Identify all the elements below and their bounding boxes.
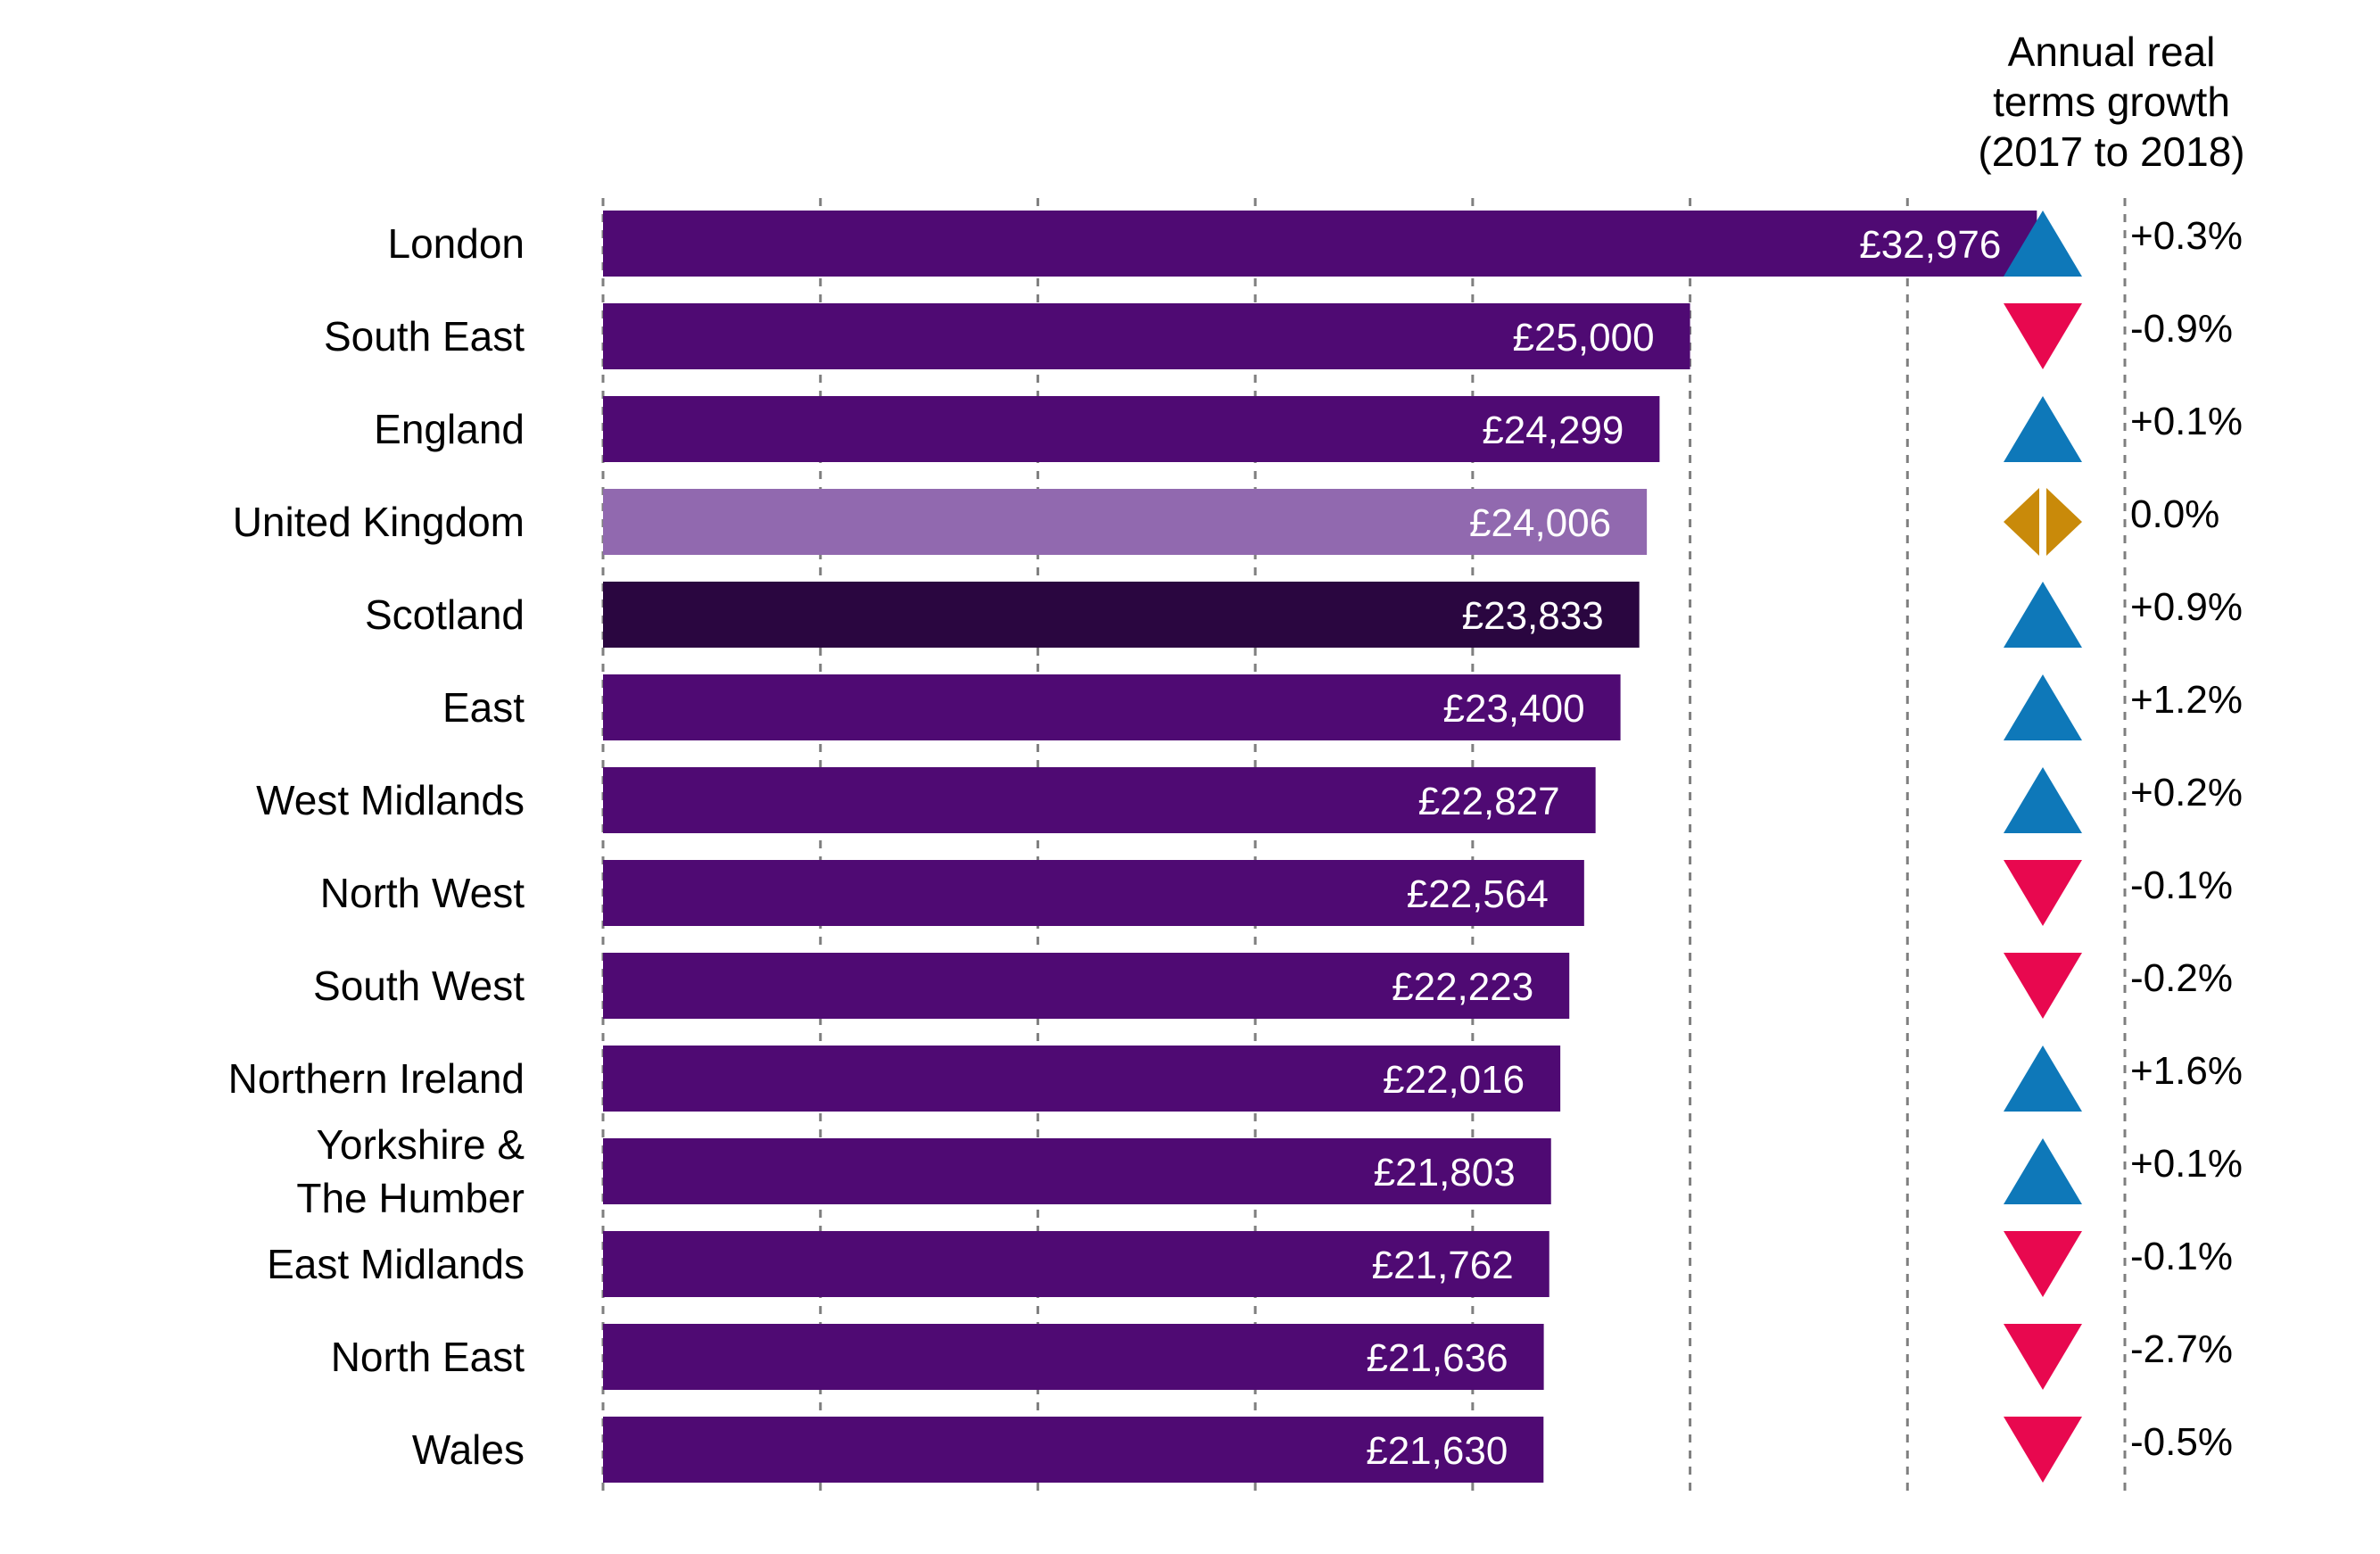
- category-label: Northern Ireland: [228, 1055, 525, 1102]
- category-label: North West: [320, 870, 525, 916]
- bar: [603, 860, 1584, 926]
- bar: [603, 767, 1596, 833]
- growth-label: -0.2%: [2130, 956, 2233, 1000]
- category-label-line: England: [374, 406, 525, 452]
- growth-header-line: terms growth: [1993, 79, 2230, 125]
- category-label-line: Yorkshire &: [316, 1121, 525, 1168]
- growth-label: -0.5%: [2130, 1420, 2233, 1464]
- bar-value-label: £21,636: [1367, 1336, 1508, 1380]
- bar: [603, 953, 1570, 1019]
- bar-value-label: £23,833: [1462, 594, 1604, 638]
- bar-value-label: £22,827: [1418, 780, 1560, 823]
- bar: [603, 582, 1640, 648]
- down-arrow-icon: [2004, 1417, 2082, 1483]
- bar-value-label: £23,400: [1443, 687, 1585, 731]
- category-label-line: North West: [320, 870, 525, 916]
- growth-label: +0.9%: [2130, 585, 2243, 629]
- bar-value-label: £32,976: [1859, 223, 2001, 267]
- category-label: East: [442, 684, 525, 731]
- bar-value-label: £21,762: [1372, 1244, 1514, 1287]
- gridlines: [601, 198, 2127, 1492]
- bar: [603, 489, 1648, 555]
- up-arrow-icon: [2004, 211, 2082, 277]
- category-label-line: The Humber: [296, 1175, 525, 1221]
- bar: [603, 396, 1660, 462]
- right-arrow-icon: [2046, 488, 2082, 556]
- bar: [603, 674, 1621, 740]
- category-label-line: South East: [324, 313, 525, 360]
- up-arrow-icon: [2004, 396, 2082, 462]
- up-arrow-icon: [2004, 1046, 2082, 1112]
- down-arrow-icon: [2004, 1324, 2082, 1390]
- category-label-line: United Kingdom: [233, 499, 525, 545]
- growth-label: +0.2%: [2130, 771, 2243, 814]
- bar-value-label: £21,803: [1374, 1151, 1516, 1194]
- up-arrow-icon: [2004, 767, 2082, 833]
- up-arrow-icon: [2004, 1138, 2082, 1204]
- no-change-icon: [2004, 488, 2082, 556]
- bar-value-label: £22,016: [1383, 1058, 1525, 1102]
- growth-label: 0.0%: [2130, 492, 2219, 536]
- bar-value-label: £24,299: [1482, 409, 1624, 452]
- bar-value-label: £22,223: [1392, 965, 1533, 1009]
- bar-value-label: £25,000: [1513, 316, 1655, 360]
- category-label: Wales: [412, 1426, 525, 1473]
- category-label: South East: [324, 313, 525, 360]
- up-arrow-icon: [2004, 674, 2082, 740]
- bar: [603, 1231, 1549, 1297]
- category-label-line: East Midlands: [267, 1241, 525, 1287]
- category-label-line: Northern Ireland: [228, 1055, 525, 1102]
- bar: [603, 1324, 1544, 1390]
- bar: [603, 1138, 1551, 1204]
- growth-label: -2.7%: [2130, 1327, 2233, 1371]
- growth-label: +0.3%: [2130, 214, 2243, 258]
- category-label-line: East: [442, 684, 525, 731]
- bar: [603, 1046, 1561, 1112]
- down-arrow-icon: [2004, 860, 2082, 926]
- growth-label: -0.1%: [2130, 864, 2233, 907]
- category-label: South West: [313, 963, 525, 1009]
- growth-label: -0.1%: [2130, 1235, 2233, 1278]
- category-label: East Midlands: [267, 1241, 525, 1287]
- category-label-line: South West: [313, 963, 525, 1009]
- category-label: West Midlands: [256, 777, 525, 823]
- category-label: Yorkshire & The Humber: [296, 1121, 525, 1221]
- bar-value-label: £21,630: [1366, 1429, 1508, 1473]
- left-arrow-icon: [2004, 488, 2039, 556]
- bar: [603, 211, 2037, 277]
- category-label: England: [374, 406, 525, 452]
- bar: [603, 303, 1690, 369]
- category-label-line: West Midlands: [256, 777, 525, 823]
- growth-header-line: Annual real: [2008, 29, 2216, 75]
- growth-label: -0.9%: [2130, 307, 2233, 351]
- bar: [603, 1417, 1544, 1483]
- down-arrow-icon: [2004, 1231, 2082, 1297]
- category-label: Scotland: [365, 591, 525, 638]
- down-arrow-icon: [2004, 953, 2082, 1019]
- growth-label: +1.2%: [2130, 678, 2243, 722]
- category-label: United Kingdom: [233, 499, 525, 545]
- category-label-line: North East: [331, 1334, 525, 1380]
- growth-label: +1.6%: [2130, 1049, 2243, 1093]
- category-label-line: Wales: [412, 1426, 525, 1473]
- category-label: North East: [331, 1334, 525, 1380]
- bar-value-label: £24,006: [1469, 501, 1611, 545]
- category-label-line: London: [388, 220, 525, 267]
- growth-label: +0.1%: [2130, 1142, 2243, 1186]
- up-arrow-icon: [2004, 582, 2082, 648]
- down-arrow-icon: [2004, 303, 2082, 369]
- growth-header: Annual real terms growth (2017 to 2018): [1978, 29, 2244, 175]
- category-label: London: [388, 220, 525, 267]
- bar-value-label: £22,564: [1407, 872, 1549, 916]
- growth-header-line: (2017 to 2018): [1978, 128, 2244, 175]
- growth-label: +0.1%: [2130, 400, 2243, 443]
- category-label-line: Scotland: [365, 591, 525, 638]
